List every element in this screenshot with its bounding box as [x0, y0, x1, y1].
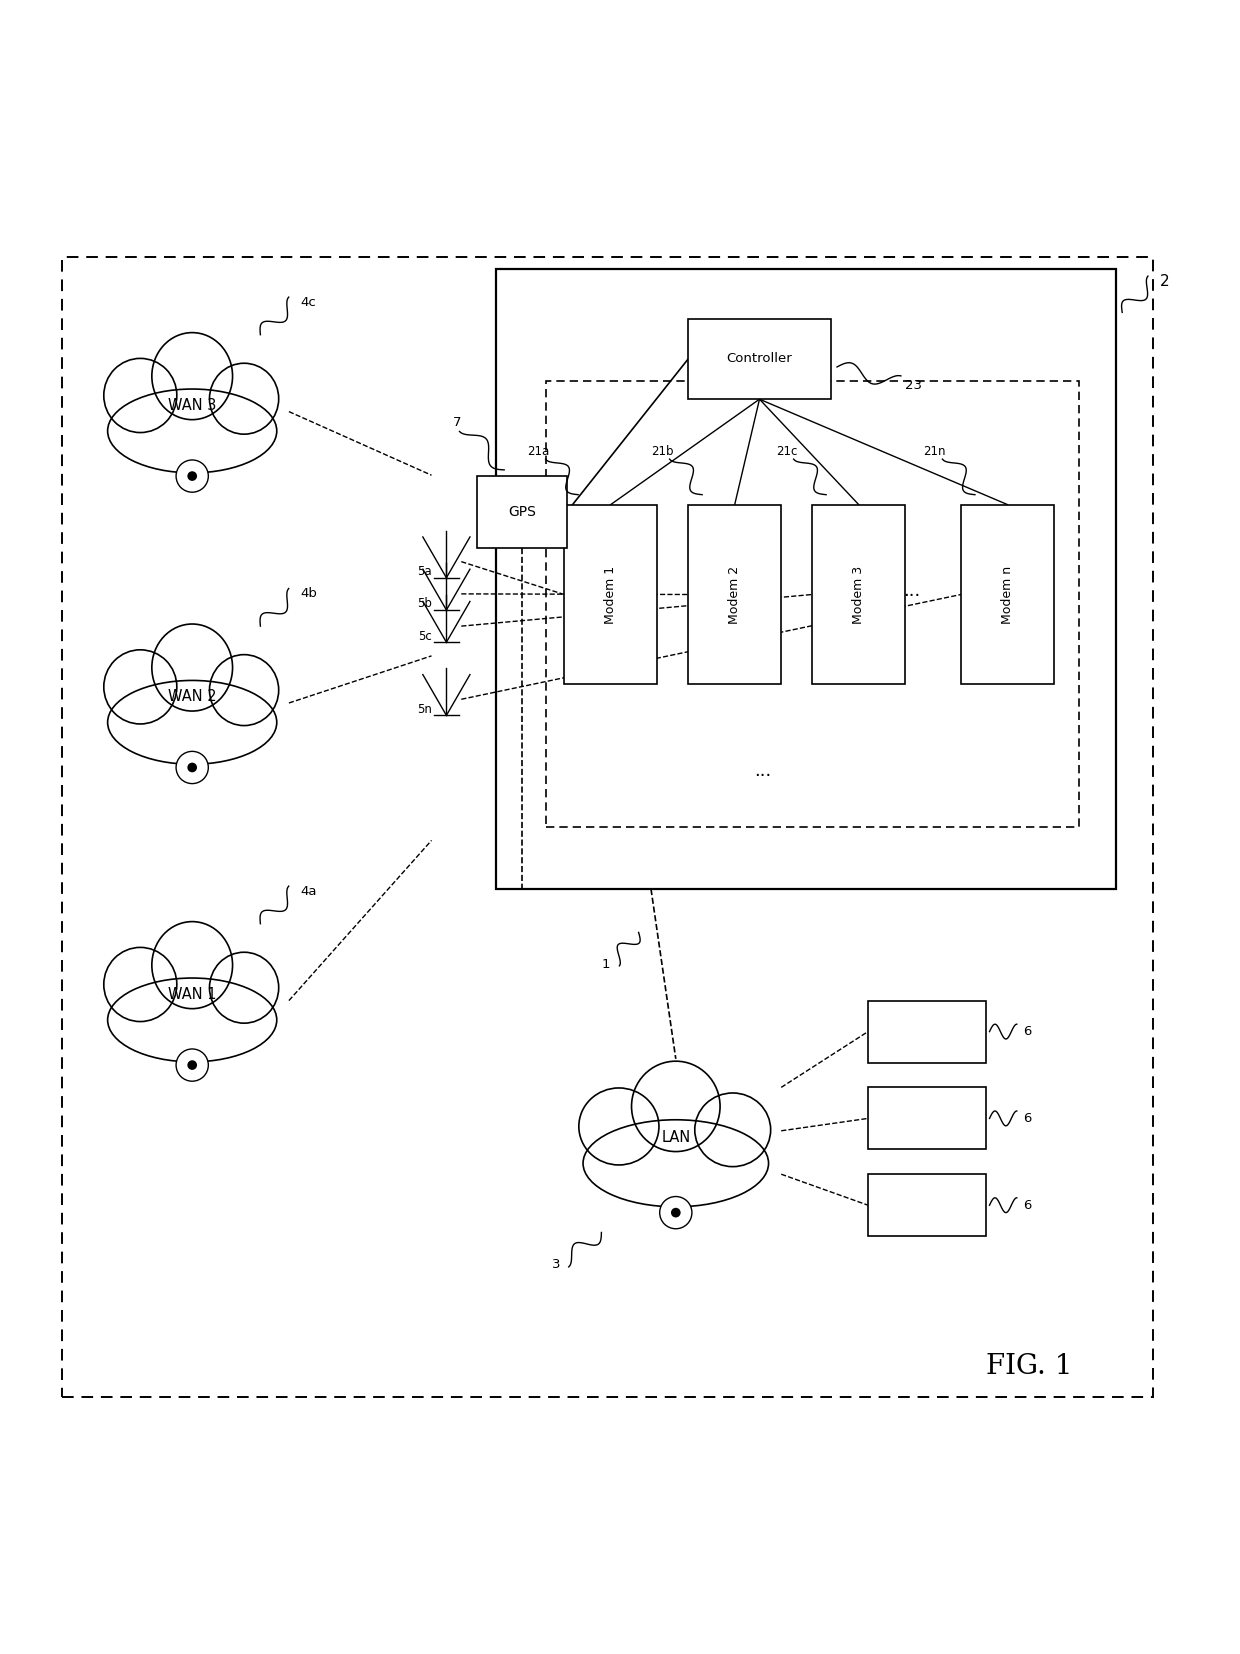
Ellipse shape: [151, 921, 233, 1009]
Text: 23: 23: [905, 379, 923, 392]
Ellipse shape: [108, 680, 277, 764]
Text: 4b: 4b: [300, 587, 317, 600]
Bar: [496, 270, 1116, 888]
Text: 2: 2: [1159, 275, 1169, 289]
Ellipse shape: [583, 1120, 769, 1207]
Ellipse shape: [631, 1062, 720, 1151]
Text: 21c: 21c: [776, 445, 797, 458]
Ellipse shape: [151, 332, 233, 420]
Bar: [477, 476, 567, 547]
Text: 21n: 21n: [924, 445, 946, 458]
Ellipse shape: [579, 1088, 658, 1164]
Bar: [868, 1001, 986, 1062]
Ellipse shape: [210, 655, 279, 726]
Text: WAN 2: WAN 2: [167, 690, 217, 705]
Ellipse shape: [108, 389, 277, 473]
Text: 5n: 5n: [417, 703, 432, 716]
Ellipse shape: [104, 650, 177, 724]
Text: 21b: 21b: [651, 445, 673, 458]
Text: Modem 3: Modem 3: [852, 566, 866, 624]
Text: 4c: 4c: [300, 296, 316, 309]
Ellipse shape: [104, 948, 177, 1022]
Bar: [688, 319, 831, 399]
Text: 5a: 5a: [417, 566, 432, 577]
Circle shape: [176, 751, 208, 784]
Text: ...: ...: [903, 582, 920, 600]
Circle shape: [176, 1049, 208, 1082]
Text: 21a: 21a: [527, 445, 549, 458]
Bar: [868, 1174, 986, 1236]
Ellipse shape: [694, 1093, 771, 1166]
Text: ...: ...: [754, 762, 771, 781]
Ellipse shape: [210, 953, 279, 1024]
Circle shape: [187, 1060, 197, 1070]
Text: 5c: 5c: [418, 630, 432, 642]
Ellipse shape: [104, 359, 177, 433]
Ellipse shape: [151, 624, 233, 711]
Bar: [564, 504, 657, 685]
Text: WAN 1: WAN 1: [167, 987, 217, 1002]
Text: LAN: LAN: [661, 1130, 691, 1145]
Circle shape: [660, 1196, 692, 1229]
Circle shape: [176, 460, 208, 493]
Bar: [961, 504, 1054, 685]
Text: FIG. 1: FIG. 1: [986, 1353, 1073, 1379]
Text: 3: 3: [552, 1259, 560, 1272]
Text: 5b: 5b: [417, 597, 432, 610]
Text: WAN 3: WAN 3: [167, 399, 217, 414]
Bar: [62, 256, 1153, 1398]
Text: GPS: GPS: [508, 504, 536, 519]
Text: 7: 7: [453, 417, 461, 430]
Bar: [868, 1087, 986, 1150]
Text: 1: 1: [601, 958, 610, 971]
Text: Controller: Controller: [727, 352, 792, 366]
Bar: [546, 380, 1079, 827]
Text: 6: 6: [1023, 1025, 1032, 1039]
Text: Modem 1: Modem 1: [604, 566, 618, 624]
Ellipse shape: [108, 978, 277, 1062]
Text: 6: 6: [1023, 1199, 1032, 1212]
Bar: [688, 504, 781, 685]
Circle shape: [671, 1207, 681, 1217]
Circle shape: [187, 762, 197, 772]
Text: Modem n: Modem n: [1001, 566, 1014, 624]
Bar: [812, 504, 905, 685]
Circle shape: [187, 471, 197, 481]
Ellipse shape: [210, 364, 279, 433]
Text: 4a: 4a: [300, 885, 316, 898]
Text: 6: 6: [1023, 1111, 1032, 1125]
Text: Modem 2: Modem 2: [728, 566, 742, 624]
